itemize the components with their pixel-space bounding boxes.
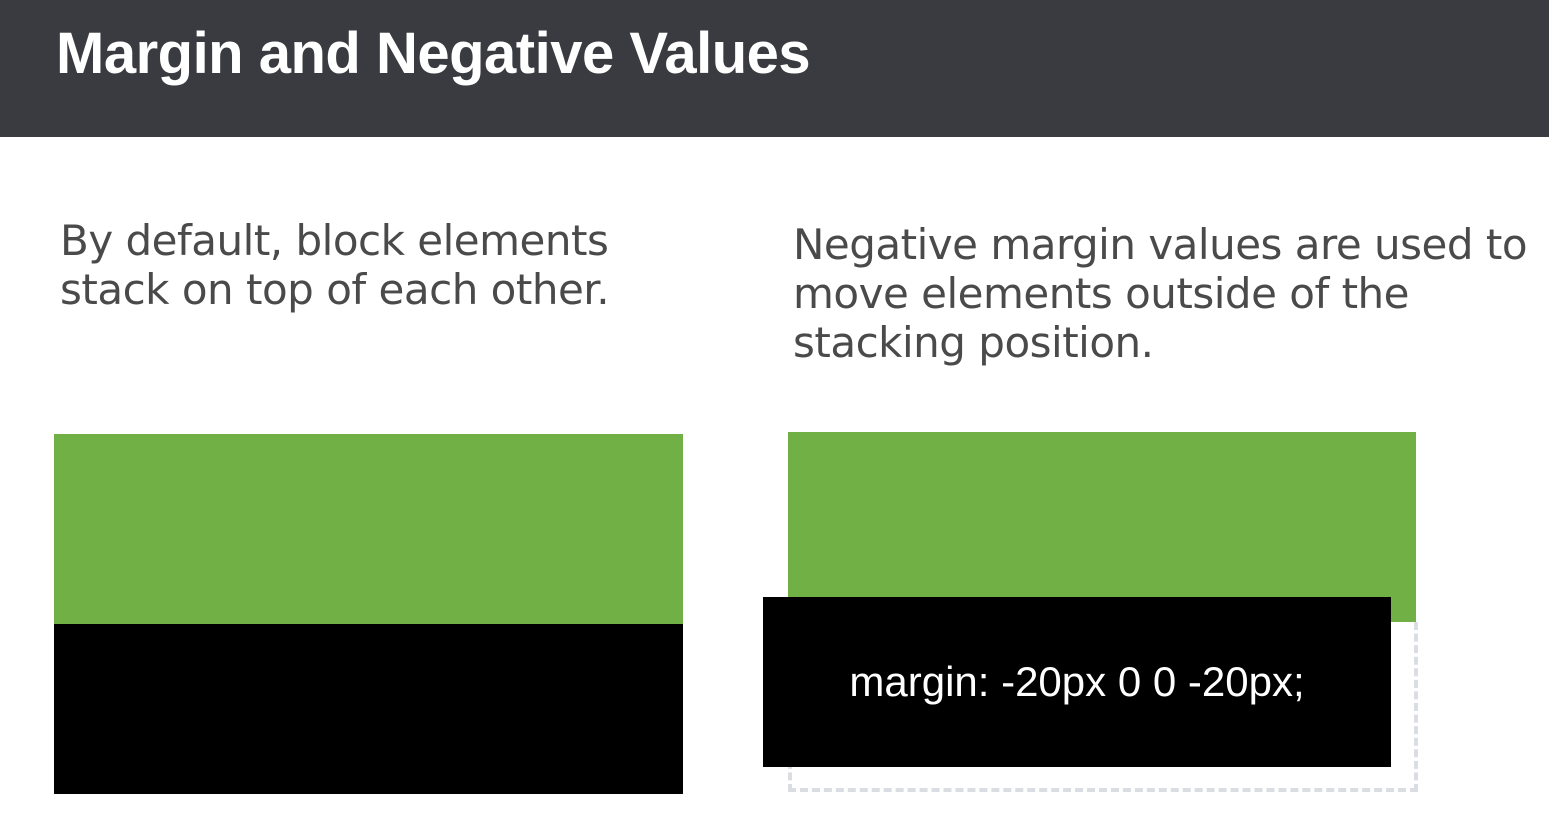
margin-code-label: margin: -20px 0 0 -20px;: [849, 658, 1305, 705]
left-caption: By default, block elements stack on top …: [60, 216, 610, 314]
title-bar: Margin and Negative Values: [0, 0, 1549, 137]
right-green-block: [788, 432, 1416, 622]
left-green-block: [54, 434, 683, 624]
right-black-block: margin: -20px 0 0 -20px;: [763, 597, 1391, 767]
right-caption: Negative margin values are used to move …: [793, 220, 1528, 367]
slide-title: Margin and Negative Values: [56, 21, 811, 86]
left-black-block: [54, 624, 683, 794]
